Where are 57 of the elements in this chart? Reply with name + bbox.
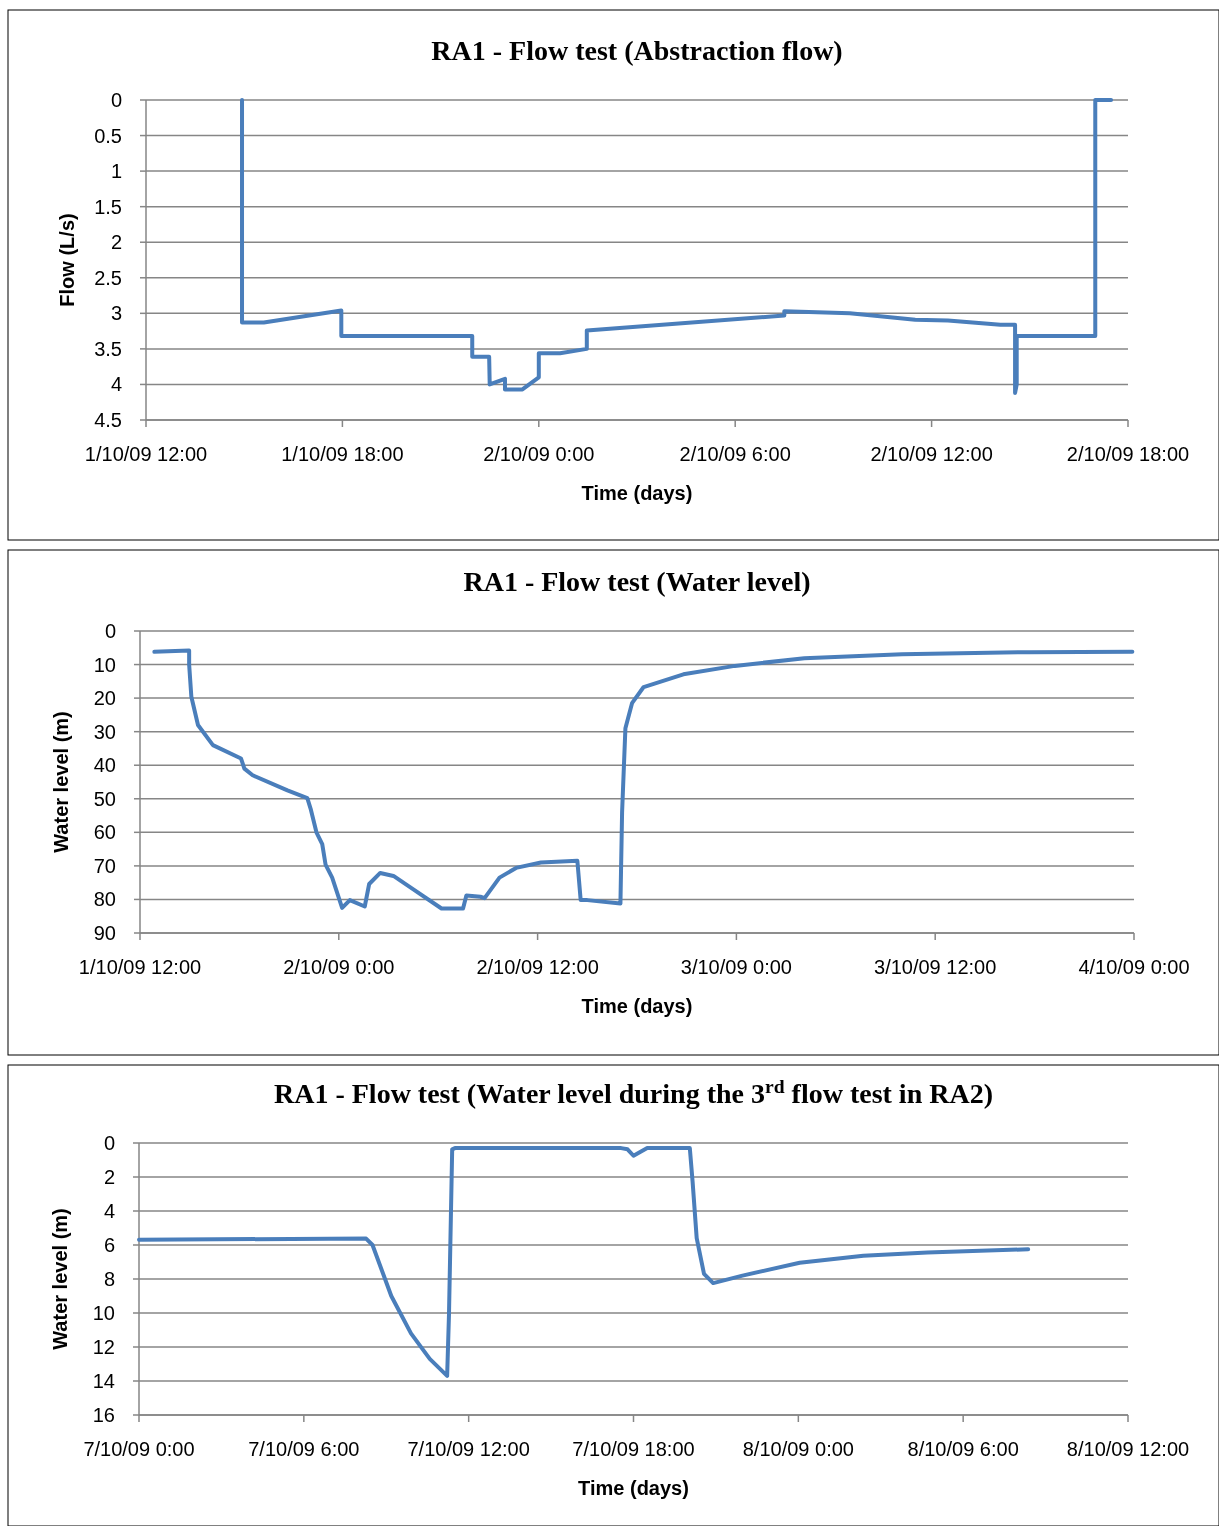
y-tick-label: 4: [110, 373, 122, 396]
x-tick-label: 2/10/09 12:00: [476, 956, 599, 978]
x-tick-label: 4/10/09 0:00: [1078, 956, 1190, 978]
y-tick-label: 14: [92, 1370, 115, 1392]
y-tick-label: 12: [92, 1336, 115, 1358]
x-tick-label: 3/10/09 0:00: [680, 956, 793, 978]
y-tick-label: 70: [93, 854, 116, 877]
x-tick-label: 8/10/09 0:00: [742, 1438, 854, 1460]
x-tick-label: 7/10/09 18:00: [572, 1438, 695, 1460]
x-axis-title: Time (days): [581, 995, 693, 1017]
x-tick-label: 1/10/09 18:00: [281, 443, 404, 465]
x-tick-label: 2/10/09 0:00: [283, 956, 395, 978]
y-tick-label: 40: [93, 754, 116, 777]
y-tick-label: 4: [103, 1200, 115, 1222]
y-tick-label: 80: [93, 888, 116, 911]
chart-title: RA1 - Flow test (Water level): [463, 566, 811, 597]
y-tick-label: 20: [93, 687, 116, 710]
x-axis-title: Time (days): [578, 1477, 689, 1499]
x-tick-label: 2/10/09 6:00: [679, 443, 791, 465]
x-tick-label: 7/10/09 6:00: [248, 1438, 360, 1460]
y-tick-label: 1.5: [94, 195, 122, 218]
y-tick-label: 0: [104, 620, 116, 642]
x-tick-label: 1/10/09 12:00: [84, 443, 208, 465]
x-tick-label: 2/10/09 0:00: [483, 443, 595, 465]
y-tick-label: 16: [92, 1404, 115, 1426]
y-tick-label: 6: [103, 1234, 115, 1256]
y-tick-label: 90: [93, 922, 116, 944]
y-tick-label: 10: [93, 653, 116, 676]
y-tick-label: 0.5: [94, 124, 122, 147]
y-tick-label: 2.5: [94, 266, 122, 289]
x-tick-label: 7/10/09 12:00: [407, 1438, 530, 1460]
y-tick-label: 3: [110, 302, 122, 325]
y-tick-label: 1: [110, 160, 122, 183]
y-tick-label: 50: [93, 787, 116, 810]
y-tick-label: 30: [93, 720, 116, 743]
y-axis-title: Flow (L/s): [56, 213, 78, 307]
x-tick-label: 8/10/09 6:00: [907, 1438, 1019, 1460]
chart-title: RA1 - Flow test (Abstraction flow): [431, 35, 843, 66]
x-tick-label: 1/10/09 12:00: [78, 956, 202, 978]
x-tick-label: 7/10/09 0:00: [83, 1438, 195, 1460]
y-tick-label: 2: [103, 1166, 115, 1188]
y-tick-label: 3.5: [94, 337, 122, 360]
chart-title: RA1 - Flow test (Water level during the 3$^{rd}$ flow test in RA2): [274, 1075, 993, 1109]
y-tick-label: 4.5: [94, 409, 122, 431]
x-axis-title: Time (days): [581, 482, 693, 504]
y-tick-label: 10: [92, 1302, 115, 1324]
y-axis-title: Water level (m): [49, 1208, 71, 1350]
x-tick-label: 2/10/09 12:00: [870, 443, 993, 465]
x-tick-label: 3/10/09 12:00: [874, 956, 997, 978]
y-axis-title: Water level (m): [50, 711, 72, 853]
y-tick-label: 8: [103, 1268, 115, 1290]
y-tick-label: 0: [110, 89, 122, 111]
y-tick-label: 60: [93, 821, 116, 844]
x-tick-label: 8/10/09 12:00: [1066, 1438, 1190, 1460]
x-tick-label: 2/10/09 18:00: [1066, 443, 1190, 465]
y-tick-label: 2: [110, 231, 122, 254]
y-tick-label: 0: [103, 1132, 115, 1154]
